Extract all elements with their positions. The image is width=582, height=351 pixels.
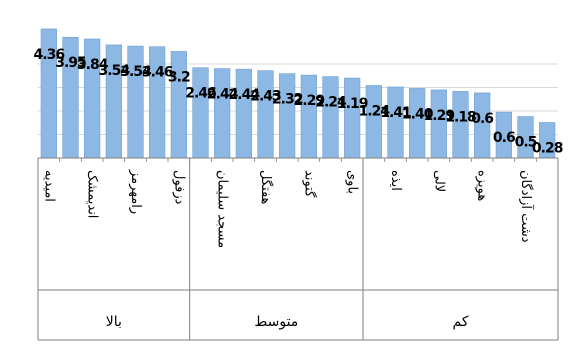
data-label: 2.32 (272, 92, 303, 108)
data-label: 2.29 (294, 93, 325, 109)
category-label: امیدیه (41, 170, 56, 202)
data-label: 0.5 (515, 135, 537, 151)
category-label: ایذه (388, 170, 403, 191)
data-label: 1.29 (424, 108, 455, 124)
category-label: گتوند (301, 170, 317, 198)
group-label: کم (453, 314, 469, 330)
category-label: هویزه (475, 170, 490, 201)
data-label: 2.43 (250, 89, 281, 105)
bar (235, 68, 252, 159)
category-label: رامهرمز (128, 169, 143, 214)
category-label: دزفول (171, 170, 186, 205)
data-label: 1.41 (380, 105, 411, 121)
data-labels: 4.363.953.843.543.543.463.22.462.442.442… (34, 47, 564, 157)
category-axis: بالا متوسط کم امیدیه اندیمشک رامهرمز دزفول مسجد… (37, 157, 559, 341)
bar (257, 70, 274, 159)
data-label: 2.24 (315, 95, 347, 111)
gridlines (38, 63, 558, 135)
data-label: 0.6 (471, 111, 493, 127)
bar (322, 76, 339, 159)
bar (365, 85, 382, 159)
bar (300, 74, 317, 159)
category-label: اندیمشک (85, 170, 100, 218)
data-label: 1.24 (359, 103, 391, 119)
data-label: 2.46 (185, 86, 216, 102)
data-label: 2.44 (229, 87, 261, 103)
category-label: دشت آزادگان (518, 170, 535, 243)
group-label: بالا (106, 314, 122, 330)
category-label: باوی (345, 170, 360, 194)
category-label: هفتگل (258, 170, 274, 205)
category-label: لالی (431, 170, 446, 192)
data-label: 3.54 (99, 63, 131, 79)
data-label: 4.36 (34, 47, 65, 63)
bar (149, 46, 166, 159)
group-label: متوسط (254, 314, 298, 330)
data-label: 3.46 (142, 65, 173, 81)
bar (214, 68, 231, 159)
data-label: 3.84 (77, 57, 109, 73)
data-label: 3.2 (168, 69, 190, 85)
category-label: مسجد سلیمان (215, 170, 230, 248)
bar (387, 86, 404, 159)
data-label: 3.54 (120, 64, 152, 80)
data-label: 2.44 (207, 87, 239, 103)
bar (170, 51, 187, 159)
bar (279, 73, 296, 159)
bar (192, 67, 209, 159)
bar (105, 44, 122, 159)
data-label: 1.18 (445, 109, 476, 125)
data-label: 0.6 (493, 130, 515, 146)
data-label: 0.28 (532, 140, 563, 156)
bars (40, 28, 556, 159)
data-label: 3.95 (55, 55, 86, 71)
data-label: 1.40 (402, 106, 434, 122)
data-label: 1.19 (337, 96, 368, 112)
bar (127, 45, 144, 159)
